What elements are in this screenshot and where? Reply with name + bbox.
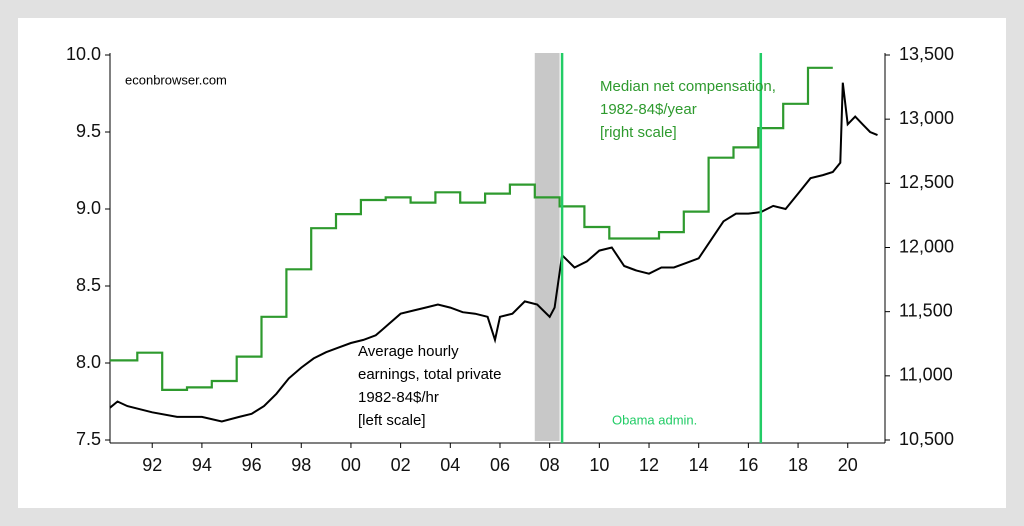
x-tick-label: 94 (192, 455, 212, 475)
x-tick-label: 00 (341, 455, 361, 475)
y2-tick-label: 11,000 (899, 365, 953, 385)
y-tick-label: 10.0 (66, 44, 101, 64)
x-tick-label: 06 (490, 455, 510, 475)
x-tick-label: 20 (838, 455, 858, 475)
y-tick-label: 7.5 (76, 429, 101, 449)
y2-tick-label: 12,000 (899, 236, 954, 256)
annotation: Average hourly (358, 343, 459, 360)
y-tick-label: 9.0 (76, 198, 101, 218)
x-tick-label: 96 (242, 455, 262, 475)
annotation: 1982-84$/year (600, 101, 697, 118)
annotation: econbrowser.com (125, 72, 227, 87)
recession-shade (534, 53, 560, 441)
x-tick-label: 12 (639, 455, 659, 475)
x-tick-label: 92 (142, 455, 162, 475)
annotation: [right scale] (600, 124, 677, 141)
annotation: 1982-84$/hr (358, 389, 439, 406)
y-tick-label: 8.5 (76, 275, 101, 295)
chart-background (18, 18, 1006, 508)
x-tick-label: 02 (391, 455, 411, 475)
data-line (109, 82, 878, 423)
x-tick-label: 16 (738, 455, 758, 475)
x-tick-label: 18 (788, 455, 808, 475)
x-tick-label: 10 (589, 455, 609, 475)
annotation: Obama admin. (612, 412, 697, 427)
y-tick-label: 8.0 (76, 352, 101, 372)
annotation: [left scale] (358, 412, 426, 429)
y-tick-label: 9.5 (76, 121, 101, 141)
x-tick-label: 08 (540, 455, 560, 475)
y2-tick-label: 13,500 (899, 44, 954, 64)
x-tick-label: 04 (440, 455, 460, 475)
annotation: Median net compensation, (600, 78, 776, 95)
step-line (110, 66, 833, 391)
y2-tick-label: 10,500 (899, 429, 954, 449)
annotation: earnings, total private (358, 366, 501, 383)
y2-tick-label: 12,500 (899, 172, 954, 192)
y2-tick-label: 11,500 (899, 300, 953, 320)
y2-tick-label: 13,000 (899, 108, 954, 128)
x-tick-label: 98 (291, 455, 311, 475)
x-tick-label: 14 (689, 455, 709, 475)
